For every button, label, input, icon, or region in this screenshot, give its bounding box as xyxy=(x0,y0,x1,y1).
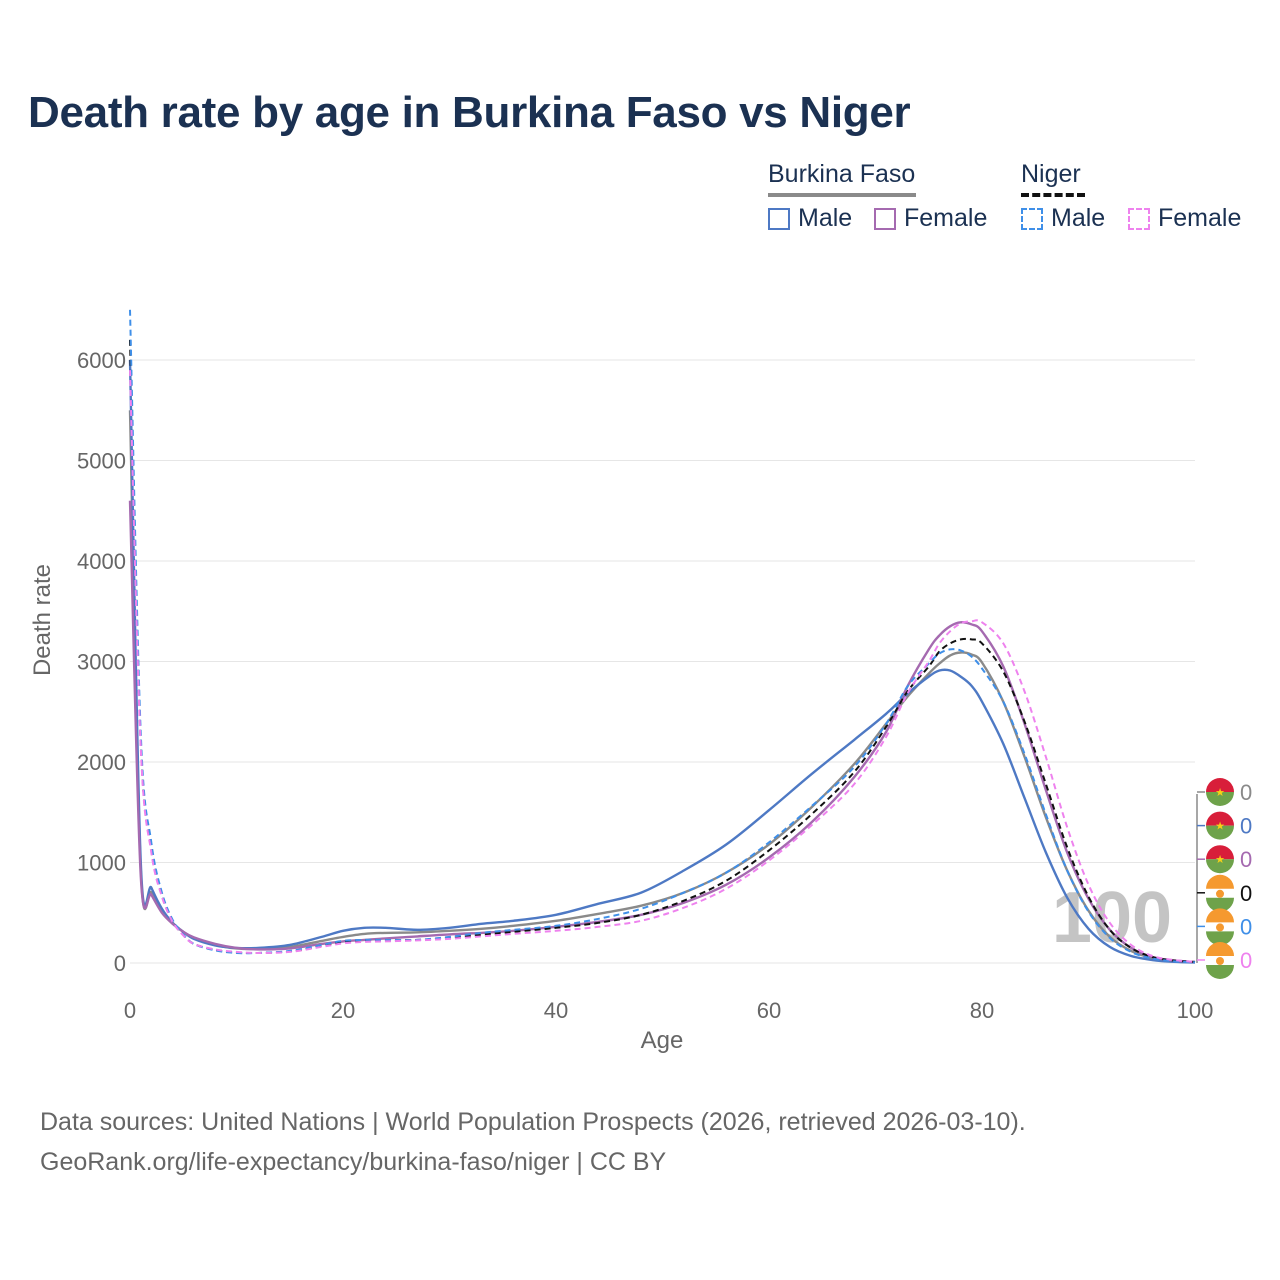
x-tick-label: 20 xyxy=(331,998,355,1023)
x-tick-label: 60 xyxy=(757,998,781,1023)
end-value-label: 0 xyxy=(1240,914,1252,939)
flag-band xyxy=(1206,897,1234,912)
niger-flag-icon xyxy=(1206,908,1234,946)
niger-flag-icon xyxy=(1206,874,1234,912)
end-value-label: 0 xyxy=(1240,881,1252,906)
footer-source: Data sources: United Nations | World Pop… xyxy=(40,1108,1026,1136)
flag-emblem xyxy=(1216,923,1224,932)
legend-group-niger[interactable]: Niger xyxy=(1021,160,1081,189)
end-value-label: 0 xyxy=(1240,780,1252,805)
flag-band xyxy=(1206,811,1234,826)
legend-swatch xyxy=(1128,207,1150,230)
flag-band xyxy=(1206,792,1234,806)
flag-band xyxy=(1206,874,1234,889)
y-axis-label: Death rate xyxy=(29,564,56,676)
year-watermark: 100 xyxy=(1052,878,1172,958)
series-lines xyxy=(128,309,1196,964)
y-tick-label: 4000 xyxy=(77,549,126,574)
gridlines xyxy=(130,359,1195,964)
series-line-niger-female[interactable] xyxy=(129,370,1196,963)
series-line-burkina-faso-female[interactable] xyxy=(128,500,1196,964)
legend-group-burkina-faso[interactable]: Burkina Faso xyxy=(768,160,915,189)
legend-item-ne-male[interactable]: Male xyxy=(1021,204,1105,233)
legend-item-bf-female[interactable]: Female xyxy=(874,204,987,233)
legend-label: Female xyxy=(1158,204,1242,232)
flag-band xyxy=(1206,931,1234,946)
x-tick-label: 0 xyxy=(124,998,136,1023)
end-value-label: 0 xyxy=(1240,814,1252,839)
end-value-label: 0 xyxy=(1240,948,1252,973)
x-axis-ticks: 0 20 40 60 80 100 xyxy=(124,998,1213,1023)
legend-label: Female xyxy=(904,204,988,232)
legend-swatch xyxy=(874,207,896,230)
flag-band xyxy=(1206,965,1234,979)
flag-band xyxy=(1206,908,1234,923)
y-tick-label: 1000 xyxy=(77,851,126,876)
flag-band xyxy=(1206,942,1234,956)
legend-item-ne-female[interactable]: Female xyxy=(1128,204,1241,233)
x-tick-label: 40 xyxy=(544,998,568,1023)
end-labels: ★ 0 ★ 0 ★ 0 0 0 0 xyxy=(1196,778,1252,979)
legend-group-title: Burkina Faso xyxy=(768,160,916,188)
flag-band xyxy=(1206,778,1234,792)
page-title: Death rate by age in Burkina Faso vs Nig… xyxy=(28,88,911,137)
legend-line-solid xyxy=(768,193,916,197)
y-tick-label: 5000 xyxy=(77,449,126,474)
flag-star: ★ xyxy=(1215,854,1225,866)
y-tick-label: 2000 xyxy=(77,750,126,775)
x-axis-label: Age xyxy=(641,1027,684,1054)
series-line-niger-total[interactable] xyxy=(129,339,1196,963)
flag-band xyxy=(1206,859,1234,874)
flag-star: ★ xyxy=(1215,787,1225,799)
flag-emblem xyxy=(1216,957,1224,965)
flag-band xyxy=(1206,845,1234,860)
legend-swatch xyxy=(768,207,790,230)
burkina-faso-flag-icon: ★ xyxy=(1206,778,1234,806)
flag-star: ★ xyxy=(1215,821,1225,833)
legend-group-title: Niger xyxy=(1021,160,1081,188)
legend-item-bf-male[interactable]: Male xyxy=(768,204,852,233)
footer-link[interactable]: GeoRank.org/life-expectancy/burkina-faso… xyxy=(40,1148,667,1176)
y-tick-label: 6000 xyxy=(77,348,126,373)
series-line-niger-male[interactable] xyxy=(129,309,1196,964)
burkina-faso-flag-icon: ★ xyxy=(1206,811,1234,840)
niger-flag-icon xyxy=(1206,942,1234,979)
x-tick-label: 100 xyxy=(1177,998,1214,1023)
flag-emblem xyxy=(1216,889,1224,898)
legend-swatch xyxy=(1021,207,1043,230)
series-line-burkina-faso-total[interactable] xyxy=(128,410,1196,964)
y-axis-ticks: 0 1000 2000 3000 4000 5000 6000 xyxy=(77,348,126,976)
legend-line-dashed xyxy=(1021,193,1085,197)
x-tick-label: 80 xyxy=(970,998,994,1023)
legend-label: Male xyxy=(1051,204,1106,232)
burkina-faso-flag-icon: ★ xyxy=(1206,845,1234,874)
end-value-label: 0 xyxy=(1240,847,1252,872)
flag-band xyxy=(1206,825,1234,840)
y-tick-label: 0 xyxy=(114,951,126,976)
legend-label: Male xyxy=(798,204,853,232)
y-tick-label: 3000 xyxy=(77,650,126,675)
